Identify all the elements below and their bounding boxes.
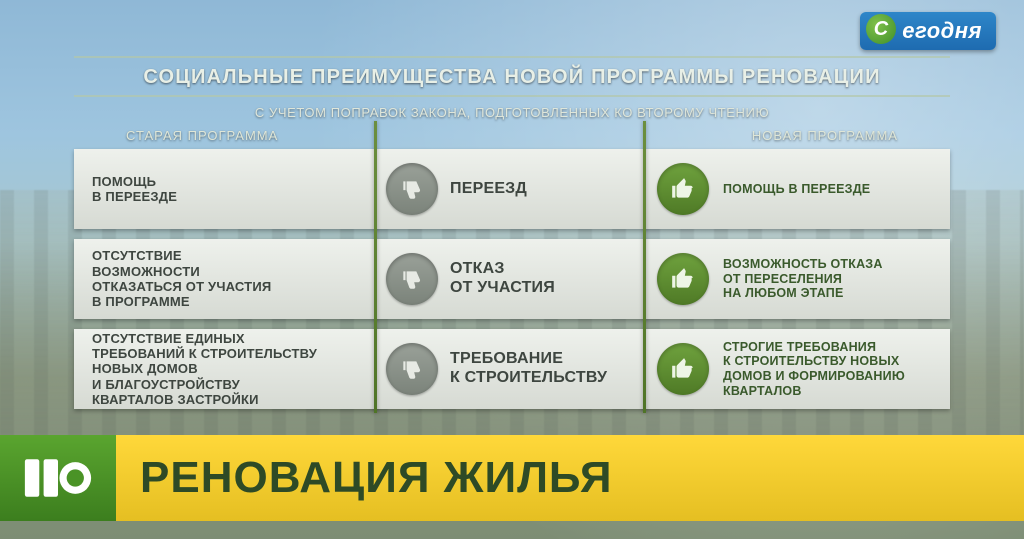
table-row: ПОМОЩЬВ ПЕРЕЕЗДЕ ПЕРЕЕЗД ПОМОЩЬ В ПЕРЕЕЗ… (74, 149, 950, 229)
broadcast-frame: С егодня СОЦИАЛЬНЫЕ ПРЕИМУЩЕСТВА НОВОЙ П… (0, 0, 1024, 539)
old-text: ПОМОЩЬВ ПЕРЕЕЗДЕ (92, 174, 177, 205)
ntv-logo-box (0, 435, 116, 521)
table-row: ОТСУТСТВИЕВОЗМОЖНОСТИОТКАЗАТЬСЯ ОТ УЧАСТ… (74, 239, 950, 319)
col-old-header: СТАРАЯ ПРОГРАММА (126, 128, 278, 143)
panel-title-text: СОЦИАЛЬНЫЕ ПРЕИМУЩЕСТВА НОВОЙ ПРОГРАММЫ … (74, 66, 950, 89)
new-text: ВОЗМОЖНОСТЬ ОТКАЗАОТ ПЕРЕСЕЛЕНИЯНА ЛЮБОМ… (723, 257, 883, 301)
headline-text: РЕНОВАЦИЯ ЖИЛЬЯ (140, 453, 613, 503)
mid-text: ОТКАЗОТ УЧАСТИЯ (450, 260, 555, 298)
col-new-header: НОВАЯ ПРОГРАММА (752, 128, 898, 143)
panel-subtitle: С УЧЕТОМ ПОПРАВОК ЗАКОНА, ПОДГОТОВЛЕННЫХ… (74, 105, 950, 120)
thumbs-down-icon (386, 343, 438, 395)
thumbs-down-icon (386, 253, 438, 305)
divider-right (643, 121, 646, 413)
new-text: ПОМОЩЬ В ПЕРЕЕЗДЕ (723, 182, 870, 197)
channel-badge-text: егодня (902, 18, 982, 43)
headline-bar: РЕНОВАЦИЯ ЖИЛЬЯ (116, 435, 1024, 521)
old-text: ОТСУТСТВИЕВОЗМОЖНОСТИОТКАЗАТЬСЯ ОТ УЧАСТ… (92, 248, 271, 309)
panel-title: СОЦИАЛЬНЫЕ ПРЕИМУЩЕСТВА НОВОЙ ПРОГРАММЫ … (74, 56, 950, 97)
info-panel: СОЦИАЛЬНЫЕ ПРЕИМУЩЕСТВА НОВОЙ ПРОГРАММЫ … (74, 50, 950, 419)
ntv-logo-icon (22, 449, 94, 507)
channel-badge: С егодня (860, 12, 996, 50)
new-text: СТРОГИЕ ТРЕБОВАНИЯК СТРОИТЕЛЬСТВУ НОВЫХД… (723, 340, 905, 399)
old-text: ОТСУТСТВИЕ ЕДИНЫХТРЕБОВАНИЙ К СТРОИТЕЛЬС… (92, 331, 317, 408)
thumbs-up-icon (657, 253, 709, 305)
comparison-table: ПОМОЩЬВ ПЕРЕЕЗДЕ ПЕРЕЕЗД ПОМОЩЬ В ПЕРЕЕЗ… (74, 149, 950, 409)
lower-third: РЕНОВАЦИЯ ЖИЛЬЯ (0, 435, 1024, 521)
divider-left (374, 121, 377, 413)
thumbs-up-icon (657, 163, 709, 215)
mid-text: ТРЕБОВАНИЕК СТРОИТЕЛЬСТВУ (450, 350, 607, 388)
thumbs-down-icon (386, 163, 438, 215)
mid-text: ПЕРЕЕЗД (450, 180, 527, 199)
thumbs-up-icon (657, 343, 709, 395)
column-headers: СТАРАЯ ПРОГРАММА НОВАЯ ПРОГРАММА (74, 128, 950, 149)
table-row: ОТСУТСТВИЕ ЕДИНЫХТРЕБОВАНИЙ К СТРОИТЕЛЬС… (74, 329, 950, 409)
channel-badge-globe: С (866, 14, 896, 44)
